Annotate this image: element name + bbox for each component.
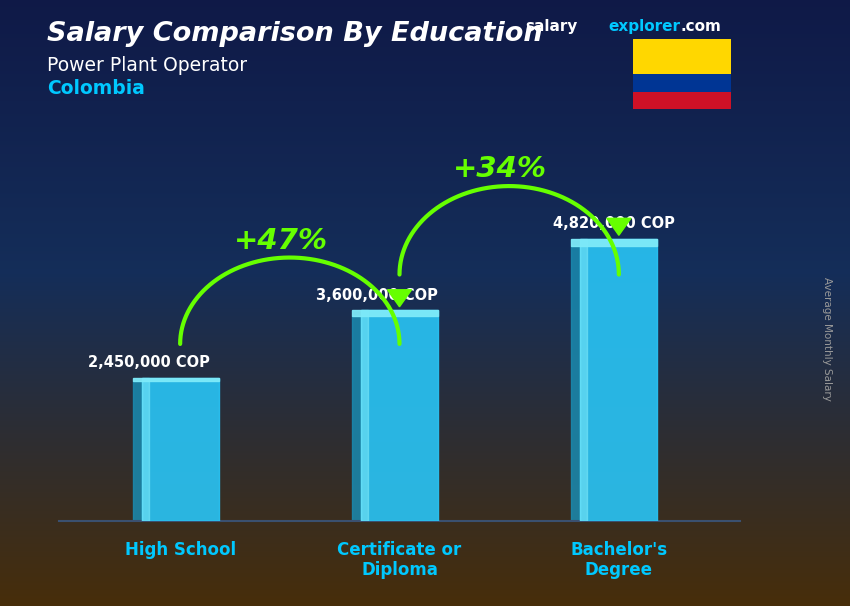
Text: Salary Comparison By Education: Salary Comparison By Education (47, 21, 542, 47)
Bar (571, 239, 657, 246)
Bar (142, 378, 218, 521)
Text: 4,820,000 COP: 4,820,000 COP (553, 216, 675, 231)
Bar (133, 381, 142, 521)
Text: +47%: +47% (234, 227, 328, 255)
Bar (352, 310, 438, 316)
Polygon shape (388, 290, 411, 307)
Text: +34%: +34% (453, 155, 547, 183)
Bar (571, 246, 581, 521)
Bar (352, 316, 361, 521)
Bar (361, 310, 438, 521)
Bar (361, 310, 368, 521)
Text: salary: salary (525, 19, 578, 35)
Bar (581, 239, 657, 521)
Text: explorer: explorer (609, 19, 681, 35)
Text: Average Monthly Salary: Average Monthly Salary (822, 278, 832, 401)
Text: Power Plant Operator: Power Plant Operator (47, 56, 246, 75)
Text: 3,600,000 COP: 3,600,000 COP (316, 288, 438, 302)
Bar (581, 239, 587, 521)
Text: Colombia: Colombia (47, 79, 144, 98)
Text: .com: .com (681, 19, 722, 35)
Bar (133, 378, 218, 381)
Polygon shape (607, 218, 631, 235)
Text: 2,450,000 COP: 2,450,000 COP (88, 355, 210, 370)
Bar (142, 378, 149, 521)
